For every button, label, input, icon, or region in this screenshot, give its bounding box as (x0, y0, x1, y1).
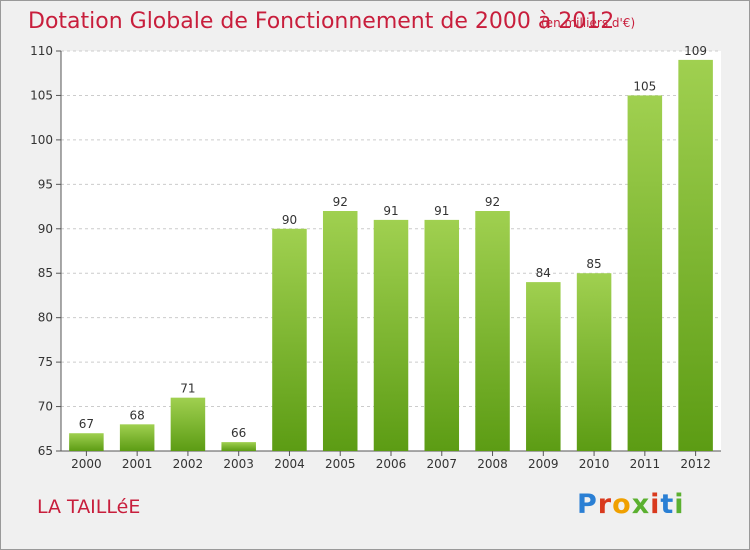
x-tick-label: 2012 (680, 457, 711, 471)
bar (627, 95, 663, 451)
x-tick-label: 2002 (173, 457, 204, 471)
bar (678, 59, 713, 452)
y-tick-label: 110 (30, 44, 53, 58)
x-tick-label: 2010 (579, 457, 610, 471)
bar-value-label: 66 (231, 426, 246, 440)
y-tick-label: 100 (30, 133, 53, 147)
bar (526, 282, 561, 451)
bar (221, 442, 256, 451)
bar (119, 424, 155, 451)
logo-letter: P (577, 489, 598, 520)
x-tick-label: 2004 (274, 457, 305, 471)
bar-value-label: 90 (282, 213, 297, 227)
bar (576, 273, 612, 451)
bar-value-label: 67 (79, 417, 94, 431)
chart-title: Dotation Globale de Fonctionnement de 20… (28, 9, 615, 34)
bar-value-label: 92 (333, 195, 348, 209)
x-tick-label: 2005 (325, 457, 356, 471)
bar (69, 433, 104, 451)
y-tick-label: 85 (38, 266, 53, 280)
bar-value-label: 68 (130, 408, 145, 422)
logo-letter: r (597, 489, 613, 520)
logo-letter: x (631, 489, 651, 520)
bar (170, 397, 206, 451)
bar-value-label: 109 (684, 44, 707, 58)
proxiti-logo[interactable]: Proxiti (577, 489, 685, 520)
x-tick-label: 2000 (71, 457, 102, 471)
logo-letter: i (650, 489, 661, 520)
bar-value-label: 91 (434, 204, 449, 218)
logo-letter: t (660, 489, 675, 520)
x-tick-label: 2001 (122, 457, 153, 471)
x-tick-label: 2008 (477, 457, 508, 471)
bar (475, 211, 510, 451)
bar (272, 228, 307, 451)
x-tick-label: 2007 (426, 457, 457, 471)
bar-value-label: 91 (383, 204, 398, 218)
x-tick-label: 2006 (376, 457, 407, 471)
x-tick-label: 2009 (528, 457, 559, 471)
bar (373, 219, 409, 451)
y-tick-label: 95 (38, 177, 53, 191)
bar (424, 219, 460, 451)
bar-value-label: 85 (586, 257, 601, 271)
logo-letter: i (674, 489, 685, 520)
bar-value-label: 71 (180, 382, 195, 396)
y-tick-label: 65 (38, 444, 53, 458)
commune-name: LA TAILLéE (37, 496, 141, 518)
bar-value-label: 84 (536, 266, 551, 280)
y-tick-label: 80 (38, 311, 53, 325)
y-tick-label: 90 (38, 222, 53, 236)
y-tick-label: 70 (38, 400, 53, 414)
bar-value-label: 92 (485, 195, 500, 209)
bar-value-label: 105 (633, 79, 656, 93)
y-tick-label: 105 (30, 88, 53, 102)
chart-unit-note: (en milliers d'€) (541, 16, 636, 30)
x-tick-label: 2011 (630, 457, 661, 471)
bar (322, 211, 358, 451)
logo-letter: o (612, 489, 632, 520)
x-tick-label: 2003 (223, 457, 254, 471)
y-tick-label: 75 (38, 355, 53, 369)
